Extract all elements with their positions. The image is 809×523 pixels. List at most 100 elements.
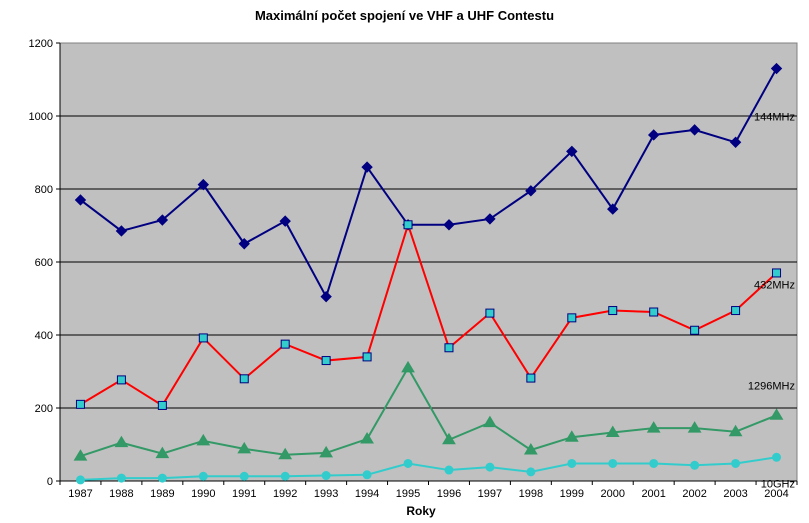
data-point-432MHz bbox=[772, 268, 782, 278]
data-point-432MHz bbox=[321, 356, 331, 366]
y-tick-label: 800 bbox=[35, 184, 53, 196]
chart-title: Maximální počet spojení ve VHF a UHF Con… bbox=[254, 8, 555, 23]
data-point-10GHz bbox=[403, 458, 413, 468]
x-tick-label: 1993 bbox=[314, 488, 338, 500]
x-axis: 1987 1988 1989 1990 1991 1992 1993 1994 1995 1996… bbox=[59, 480, 798, 500]
data-point-10GHz bbox=[444, 465, 454, 475]
x-tick-label: 1989 bbox=[150, 488, 174, 500]
data-point-1296MHz bbox=[442, 432, 456, 445]
x-tick-label: 1995 bbox=[396, 488, 420, 500]
y-axis: 0 200 400 600 800 1000 1200 bbox=[29, 38, 61, 488]
y-tick-label: 0 bbox=[47, 476, 53, 488]
x-tick-label: 2003 bbox=[723, 488, 747, 500]
data-point-1296MHz bbox=[687, 421, 702, 433]
data-point-144MHz bbox=[238, 238, 250, 250]
data-point-432MHz bbox=[280, 339, 290, 349]
data-point-432MHz bbox=[75, 399, 85, 409]
data-point-1296MHz bbox=[523, 443, 538, 455]
data-point-432MHz bbox=[362, 352, 372, 362]
data-point-1296MHz bbox=[237, 441, 252, 454]
data-point-432MHz bbox=[239, 374, 249, 384]
data-point-144MHz bbox=[688, 124, 701, 136]
data-point-10GHz bbox=[731, 458, 741, 468]
data-point-1296MHz bbox=[73, 449, 88, 461]
data-point-432MHz bbox=[526, 373, 536, 383]
data-point-10GHz bbox=[75, 475, 85, 485]
data-point-1296MHz bbox=[319, 445, 334, 458]
data-point-144MHz bbox=[279, 215, 291, 227]
data-point-1296MHz bbox=[360, 432, 374, 444]
x-tick-label: 2002 bbox=[682, 488, 706, 500]
data-point-10GHz bbox=[198, 471, 208, 481]
data-point-1296MHz bbox=[155, 446, 170, 459]
data-point-144MHz bbox=[115, 225, 128, 237]
y-tick-label: 1000 bbox=[29, 111, 53, 123]
data-point-1296MHz bbox=[728, 424, 743, 437]
series-line-1296MHz bbox=[80, 365, 777, 458]
data-point-10GHz bbox=[116, 473, 126, 483]
data-point-10GHz bbox=[157, 473, 167, 483]
x-tick-label: 2004 bbox=[764, 488, 788, 500]
data-point-144MHz bbox=[361, 161, 373, 173]
data-point-144MHz bbox=[156, 214, 169, 226]
x-tick-label: 1992 bbox=[273, 488, 297, 500]
data-point-432MHz bbox=[198, 333, 208, 343]
y-tick-label: 400 bbox=[35, 330, 53, 342]
data-point-144MHz bbox=[770, 62, 783, 75]
data-point-432MHz bbox=[444, 343, 454, 353]
data-point-1296MHz bbox=[646, 421, 661, 433]
series-line-144MHz bbox=[79, 68, 778, 300]
series-labels: 144MHz 432MHz 1296MHz 10GHz bbox=[748, 111, 795, 490]
data-point-144MHz bbox=[566, 145, 578, 158]
data-point-10GHz bbox=[485, 462, 495, 472]
data-point-10GHz bbox=[649, 458, 659, 468]
series-label-144MHz: 144MHz bbox=[754, 111, 795, 123]
data-point-144MHz bbox=[525, 185, 537, 197]
data-point-1296MHz bbox=[483, 415, 497, 428]
data-point-144MHz bbox=[607, 203, 619, 215]
data-point-144MHz bbox=[197, 178, 210, 191]
x-tick-label: 1996 bbox=[437, 488, 461, 500]
data-point-10GHz bbox=[772, 452, 782, 462]
series-label-432MHz: 432MHz bbox=[754, 280, 795, 292]
data-point-1296MHz bbox=[114, 435, 129, 448]
data-point-144MHz bbox=[74, 194, 87, 206]
data-point-432MHz bbox=[157, 400, 167, 410]
data-point-10GHz bbox=[321, 471, 331, 481]
x-tick-label: 1998 bbox=[519, 488, 543, 500]
data-point-1296MHz bbox=[605, 425, 620, 437]
x-tick-label: 2001 bbox=[641, 488, 665, 500]
data-point-10GHz bbox=[526, 467, 536, 477]
data-point-432MHz bbox=[649, 307, 659, 317]
x-tick-label: 2000 bbox=[601, 488, 625, 500]
data-point-1296MHz bbox=[401, 360, 415, 373]
y-tick-label: 200 bbox=[35, 403, 53, 415]
series-markers bbox=[73, 62, 784, 485]
data-point-144MHz bbox=[729, 136, 742, 148]
gridlines bbox=[60, 115, 797, 409]
data-point-10GHz bbox=[239, 471, 249, 481]
x-tick-label: 1994 bbox=[355, 488, 379, 500]
x-tick-label: 1990 bbox=[191, 488, 215, 500]
data-point-432MHz bbox=[731, 306, 741, 316]
data-point-10GHz bbox=[362, 470, 372, 480]
x-tick-label: 1988 bbox=[109, 488, 133, 500]
y-tick-label: 1200 bbox=[29, 38, 53, 50]
data-point-1296MHz bbox=[769, 408, 784, 420]
data-point-144MHz bbox=[484, 213, 496, 225]
data-point-1296MHz bbox=[564, 430, 579, 442]
data-point-432MHz bbox=[403, 220, 413, 230]
data-point-144MHz bbox=[443, 219, 455, 231]
x-tick-label: 1987 bbox=[68, 488, 92, 500]
series-line-432MHz bbox=[79, 221, 778, 407]
series-lines bbox=[79, 68, 778, 481]
data-point-1296MHz bbox=[196, 433, 211, 446]
data-point-144MHz bbox=[647, 129, 660, 141]
series-label-1296MHz: 1296MHz bbox=[748, 380, 795, 392]
x-tick-label: 1997 bbox=[478, 488, 502, 500]
data-point-10GHz bbox=[690, 460, 700, 470]
data-point-432MHz bbox=[485, 308, 495, 318]
x-axis-label: Roky bbox=[406, 504, 436, 518]
y-tick-label: 600 bbox=[35, 257, 53, 269]
